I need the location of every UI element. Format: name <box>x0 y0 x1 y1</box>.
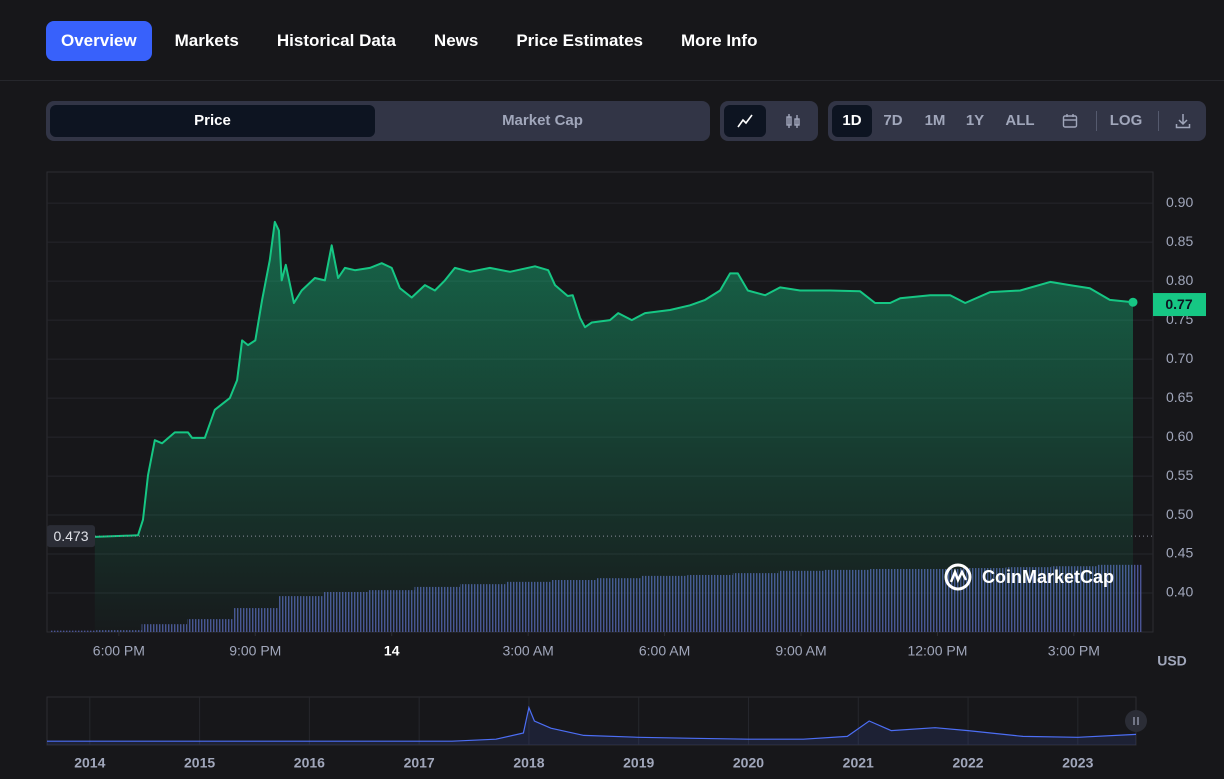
current-price-bg <box>1153 293 1206 317</box>
y-tick-label: 0.50 <box>1166 506 1193 522</box>
download-button[interactable] <box>1168 105 1198 137</box>
y-tick-label: 0.70 <box>1166 350 1193 366</box>
tab[interactable]: Markets <box>174 31 239 50</box>
chart-style-group <box>720 101 818 141</box>
line-chart-button[interactable] <box>724 105 766 137</box>
candle-chart-button[interactable] <box>772 105 814 137</box>
current-price-label: 0.77 <box>1165 296 1192 312</box>
line-icon <box>737 114 753 128</box>
navigator-tick-label: 2023 <box>1062 755 1093 771</box>
range-group: 1D 7D 1M 1Y ALL LOG <box>828 101 1206 141</box>
x-tick-label: 3:00 PM <box>1048 643 1100 659</box>
navigator-frame <box>46 696 1137 746</box>
navigator-tick-label: 2019 <box>623 755 654 771</box>
separator <box>1158 111 1159 131</box>
navigator-tick-label: 2022 <box>952 755 983 771</box>
y-tick-label: 0.55 <box>1166 467 1193 483</box>
y-tick-label: 0.90 <box>1166 194 1193 210</box>
x-tick-label: 14 <box>384 643 400 659</box>
navigator-tick-label: 2017 <box>404 755 435 771</box>
reference-label-bg <box>47 525 95 548</box>
watermark-logo-mark <box>949 568 968 584</box>
x-tick-label: 6:00 AM <box>639 643 690 659</box>
calendar-icon <box>1062 114 1078 128</box>
tab[interactable]: Historical Data <box>276 31 396 50</box>
chart-toggle: Price Market Cap <box>46 101 710 141</box>
y-tick-label: 0.65 <box>1166 389 1193 405</box>
navigator-handle <box>1125 710 1147 732</box>
navigator-tick-label: 2018 <box>513 755 544 771</box>
x-tick-label: 6:00 PM <box>93 643 145 659</box>
watermark-logo <box>944 563 972 591</box>
x-tick-label: 3:00 AM <box>502 643 553 659</box>
price-area <box>94 221 1133 632</box>
tab[interactable]: More Info <box>680 31 758 50</box>
y-tick-label: 0.85 <box>1166 233 1193 249</box>
tab[interactable]: Overview <box>46 21 152 61</box>
calendar-button[interactable] <box>1054 105 1086 137</box>
navigator-line <box>47 705 1137 742</box>
range-button[interactable]: ALL <box>1005 112 1035 129</box>
navigator-tick-label: 2014 <box>74 755 105 771</box>
tab[interactable]: News <box>433 31 479 50</box>
reference-label: 0.473 <box>53 528 88 544</box>
tab-bar: Overview Markets Historical Data News Pr… <box>46 21 772 61</box>
tab[interactable]: Price Estimates <box>516 31 643 50</box>
y-tick-label: 0.80 <box>1166 272 1193 288</box>
x-tick-label: 12:00 PM <box>907 643 967 659</box>
last-point <box>1128 297 1138 307</box>
divider <box>0 80 1224 81</box>
toggle-button[interactable]: Market Cap <box>502 112 583 129</box>
range-button[interactable]: 1D <box>832 105 872 137</box>
separator <box>1096 111 1097 131</box>
watermark: CoinMarketCap <box>982 567 1114 587</box>
toggle-button[interactable]: Price <box>50 105 375 137</box>
price-line <box>94 220 1134 538</box>
navigator-tick-label: 2021 <box>843 755 874 771</box>
y-tick-label: 0.45 <box>1166 545 1193 561</box>
x-tick-label: 9:00 AM <box>775 643 826 659</box>
y-axis-label: USD <box>1157 653 1187 669</box>
candle-icon <box>786 114 800 128</box>
log-button[interactable]: LOG <box>1109 112 1143 129</box>
navigator-tick-label: 2016 <box>294 755 325 771</box>
range-button[interactable]: 1Y <box>965 112 985 129</box>
range-button[interactable]: 7D <box>883 112 903 129</box>
volume-bar <box>50 630 97 632</box>
range-button[interactable]: 1M <box>924 112 946 129</box>
navigator-tick-label: 2015 <box>184 755 215 771</box>
navigator-tick-label: 2020 <box>733 755 764 771</box>
y-tick-label: 0.60 <box>1166 428 1193 444</box>
download-icon <box>1175 114 1191 129</box>
x-tick-label: 9:00 PM <box>229 643 281 659</box>
y-tick-label: 0.40 <box>1166 584 1193 600</box>
navigator-area <box>47 707 1136 745</box>
